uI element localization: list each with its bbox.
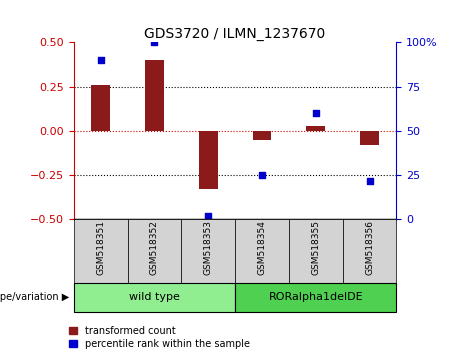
Text: GSM518352: GSM518352 [150, 220, 159, 275]
Text: RORalpha1delDE: RORalpha1delDE [268, 292, 363, 302]
Bar [307, 126, 325, 131]
Text: GSM518353: GSM518353 [204, 220, 213, 275]
Text: GSM518351: GSM518351 [96, 220, 105, 275]
Point [151, 40, 158, 45]
Bar [199, 131, 218, 189]
Legend: transformed count, percentile rank within the sample: transformed count, percentile rank withi… [70, 326, 250, 349]
Point [312, 110, 319, 116]
Bar [91, 85, 110, 131]
Point [97, 57, 104, 63]
Point [366, 178, 373, 183]
Text: GSM518356: GSM518356 [365, 220, 374, 275]
Point [258, 172, 266, 178]
Text: GSM518354: GSM518354 [258, 220, 266, 275]
Title: GDS3720 / ILMN_1237670: GDS3720 / ILMN_1237670 [144, 28, 326, 41]
Bar [360, 131, 379, 145]
Text: GSM518355: GSM518355 [311, 220, 320, 275]
Bar [253, 131, 272, 140]
Bar [145, 60, 164, 131]
Text: wild type: wild type [129, 292, 180, 302]
Text: genotype/variation ▶: genotype/variation ▶ [0, 292, 69, 302]
Point [205, 213, 212, 219]
